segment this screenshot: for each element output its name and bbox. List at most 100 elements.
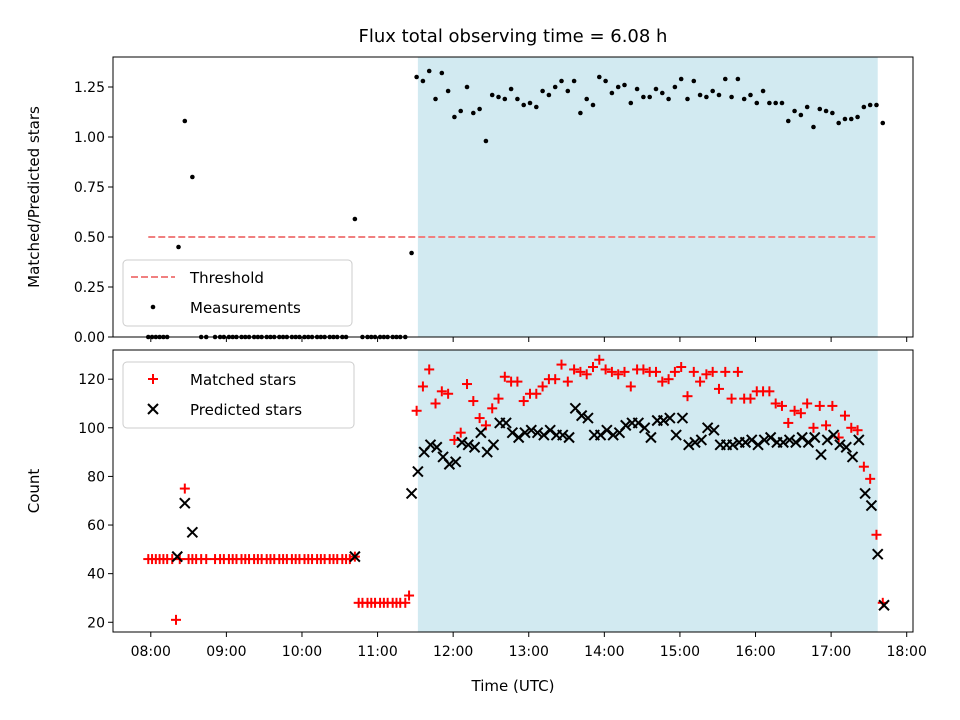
predicted-star-point [557,429,569,441]
measurement-point [182,118,188,124]
measurement-point [426,68,432,74]
legend-matched-label: Matched stars [190,371,296,389]
measurement-point [722,76,728,82]
matched-star-point [569,364,580,375]
measurement-point [830,110,835,116]
matched-star-point [701,369,712,380]
measurement-point [678,76,684,82]
predicted-star-point [840,441,852,453]
predicted-star-point [815,448,827,461]
measurement-point [433,96,438,102]
measurement-point [697,92,703,98]
predicted-star-point [519,426,531,439]
y-tick-label: 0.00 [74,330,105,346]
measurement-point [867,102,873,108]
matched-star-point [839,410,850,421]
predicted-star-point [790,436,802,449]
measurement-point [874,102,879,108]
matched-star-point [795,408,806,419]
y-tick-label: 40 [87,567,105,583]
measurement-point [741,96,747,102]
predicted-star-point [544,424,556,436]
predicted-star-point [859,487,871,500]
matched-star-point [462,379,473,390]
x-tick-label: 18:00 [887,644,927,660]
legend-matched-swatch [148,374,158,384]
matched-star-point [808,422,819,433]
measurement-point [420,78,426,84]
matched-star-point [404,590,415,601]
measurement-point [439,70,445,76]
matched-star-point [720,366,731,377]
matched-star-point [487,403,498,414]
matched-star-point [638,364,649,375]
matched-star-point [770,398,781,409]
matched-star-point [606,366,617,377]
predicted-star-point [727,439,739,451]
measurement-point [804,104,810,110]
x-tick-label: 11:00 [357,644,397,660]
measurement-point [489,92,495,98]
measurement-point [471,110,476,116]
ratio-panel: 0.00 0.25 0.50 0.75 1.00 1.25 Matched/Predicte… [25,56,914,346]
legend-ratio: Threshold Measurements [122,259,353,327]
predicted-star-point [405,487,418,500]
matched-star-point [676,362,687,373]
measurement-point [546,92,552,98]
matched-star-point [682,391,693,402]
matched-star-point [776,400,787,411]
predicted-star-point [853,434,865,446]
predicted-star-point [865,499,878,512]
measurement-point [691,78,697,84]
matched-star-point [619,366,630,377]
legend-box [122,361,355,429]
measurement-point [647,94,652,100]
predicted-star-point [512,431,525,444]
predicted-star-point [531,426,544,439]
matched-star-point [493,393,504,404]
matched-star-point [625,381,636,392]
matched-star-point [411,405,422,416]
matched-star-point [802,398,813,409]
matched-star-point [713,383,724,394]
x-tick-label: 14:00 [584,644,624,660]
matched-star-point [695,376,706,387]
predicted-star-point [834,439,846,451]
x-tick-label: 08:00 [131,644,171,660]
matched-star-point [474,413,485,424]
measurement-point [445,88,451,94]
predicted-star-point [412,465,424,478]
x-tick-label: 10:00 [282,644,322,660]
matched-star-point [846,422,857,433]
measurement-point [414,74,419,80]
measurement-point [628,100,634,106]
matched-star-point [499,371,510,382]
predicted-star-point [424,439,437,451]
matched-star-point [430,398,441,409]
matched-star-point [443,388,454,399]
predicted-star-point [708,424,720,436]
y-tick-label: 100 [78,421,105,437]
predicted-star-point [638,422,651,434]
measurement-point [565,88,571,94]
measurement-point [848,116,854,122]
measurement-point [641,94,646,100]
predicted-star-point [872,548,884,560]
x-tick-label: 09:00 [206,644,246,660]
matched-star-point [179,483,190,494]
measurement-point [855,114,860,120]
y-tick-label: 1.25 [74,80,105,96]
matched-star-point [852,425,863,436]
measurement-point [609,90,615,96]
measurement-point [458,108,464,114]
predicted-star-point [777,436,789,449]
y-tick-label: 60 [87,518,105,534]
measurement-point [823,108,829,114]
legend-measurements-swatch [150,304,156,310]
predicted-star-point [846,451,859,463]
matched-star-point [600,364,611,375]
measurement-point [603,78,608,84]
predicted-star-point [456,436,468,449]
predicted-star-point [676,412,689,424]
